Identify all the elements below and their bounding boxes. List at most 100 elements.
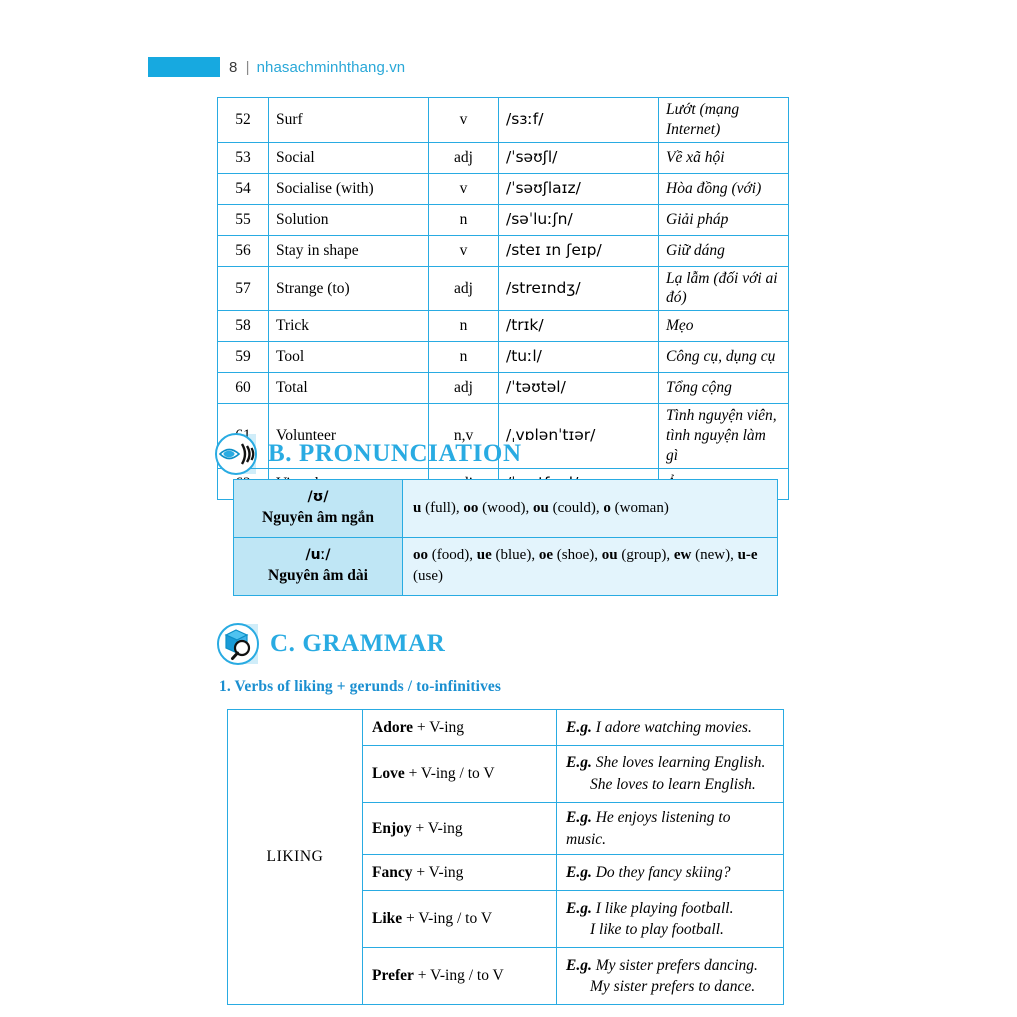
- vocab-pos: n: [428, 341, 499, 374]
- grammar-example-line: E.g. I adore watching movies.: [566, 717, 774, 739]
- grammar-example-line: E.g. She loves learning English.: [566, 752, 774, 774]
- grammar-form: Like + V-ing / to V: [362, 890, 557, 949]
- page-header: 8 | nhasachminhthang.vn: [148, 56, 405, 78]
- pronunciation-label-cell: /ʊ/ Nguyên âm ngắn: [233, 479, 403, 538]
- mouth-soundwave-icon: [214, 432, 258, 476]
- eg-label: E.g.: [566, 718, 592, 736]
- table-row: 59 Tool n /tuːl/ Công cụ, dụng cụ: [217, 341, 789, 374]
- page-number: 8: [229, 58, 238, 76]
- vocabulary-table: 52 Surf v /sɜːf/ Lướt (mạng Internet) 53…: [217, 97, 789, 500]
- eg-text: Do they fancy skiing?: [595, 864, 731, 882]
- phonetic-symbol: /uː/: [305, 546, 331, 563]
- pronunciation-label-cell: /uː/ Nguyên âm dài: [233, 536, 403, 596]
- vocabulary-table-body: 52 Surf v /sɜːf/ Lướt (mạng Internet) 53…: [217, 97, 789, 500]
- grammar-pattern: + V-ing: [415, 819, 463, 837]
- table-row: Prefer + V-ing / to V E.g. My sister pre…: [228, 947, 784, 1006]
- example-letters: ou: [533, 499, 549, 516]
- vocab-number: 57: [217, 265, 269, 312]
- eg-text: He enjoys listening to music.: [566, 809, 731, 848]
- example-letters: oo: [413, 547, 428, 564]
- example-letters: oo: [463, 499, 479, 516]
- vocab-number: 52: [217, 97, 269, 143]
- vocab-word: Surf: [268, 97, 429, 143]
- grammar-example-line: E.g. Do they fancy skiing?: [566, 862, 774, 884]
- pronunciation-table: /ʊ/ Nguyên âm ngắn u (full), oo (wood), …: [233, 479, 778, 596]
- grammar-table-body: LIKING Adore + V-ing E.g. I adore watchi…: [227, 708, 784, 1006]
- grammar-pattern: + V-ing / to V: [408, 765, 495, 782]
- example-letters: u-e: [737, 547, 758, 564]
- example-word: (blue): [495, 547, 532, 564]
- grammar-example-line: E.g. He enjoys listening to music.: [566, 807, 774, 850]
- grammar-form: Love + V-ing / to V: [362, 745, 557, 803]
- example-letters: ew: [673, 547, 692, 564]
- table-row: 54 Socialise (with) v /ˈsəʊʃlaɪz/ Hòa đồ…: [217, 172, 789, 205]
- phonetic-symbol: /ʊ/: [307, 489, 329, 505]
- vocab-number: 60: [217, 372, 269, 405]
- vocab-pos: n: [428, 203, 499, 236]
- vocab-meaning: Hòa đồng (với): [658, 172, 789, 205]
- table-row: Love + V-ing / to V E.g. She loves learn…: [228, 745, 784, 803]
- table-row: 52 Surf v /sɜːf/ Lướt (mạng Internet): [217, 97, 789, 143]
- grammar-form: Prefer + V-ing / to V: [362, 947, 557, 1006]
- grammar-pattern: + V-ing: [416, 718, 464, 736]
- example-letters: ou: [601, 547, 618, 564]
- grammar-example-line: She loves to learn English.: [590, 776, 756, 793]
- vocab-pos: v: [428, 234, 499, 267]
- vocab-pos: adj: [428, 141, 499, 174]
- eg-text: I like playing football.: [595, 899, 734, 917]
- grammar-example: E.g. I adore watching movies.: [556, 709, 784, 746]
- vocab-number: 55: [217, 203, 269, 236]
- grammar-example: E.g. I like playing football. I like to …: [556, 890, 784, 949]
- pronunciation-examples-cell: oo (food), ue (blue), oe (shoe), ou (gro…: [402, 536, 778, 596]
- vocab-ipa: /streɪndʒ/: [498, 265, 659, 312]
- grammar-example: E.g. He enjoys listening to music.: [556, 801, 784, 856]
- site-url: nhasachminhthang.vn: [256, 58, 406, 76]
- book-magnifier-icon: [216, 622, 260, 666]
- example-word: (group): [621, 547, 667, 564]
- grammar-title: C. GRAMMAR: [270, 630, 446, 657]
- vocab-word: Solution: [268, 203, 429, 236]
- example-letters: u: [413, 499, 422, 516]
- vocab-pos: n,v: [428, 403, 499, 469]
- table-row: 60 Total adj /ˈtəʊtəl/ Tổng cộng: [217, 372, 789, 405]
- vocab-number: 58: [217, 310, 269, 343]
- vocab-pos: adj: [428, 372, 499, 405]
- example-word: (wood): [482, 499, 526, 516]
- vocab-word: Socialise (with): [268, 172, 429, 205]
- grammar-section-heading: C. GRAMMAR: [216, 622, 445, 666]
- vocab-word: Social: [268, 141, 429, 174]
- vocab-word: Strange (to): [268, 265, 429, 312]
- vocab-pos: v: [428, 172, 499, 205]
- table-row: /uː/ Nguyên âm dài oo (food), ue (blue),…: [233, 536, 778, 596]
- vocab-number: 56: [217, 234, 269, 267]
- pronunciation-section-heading: B. PRONUNCIATION: [214, 432, 522, 476]
- example-word: (could): [552, 499, 596, 516]
- vocab-word: Trick: [268, 310, 429, 343]
- vocab-number: 59: [217, 341, 269, 374]
- table-row: 58 Trick n /trɪk/ Mẹo: [217, 310, 789, 343]
- vocab-pos: v: [428, 97, 499, 143]
- table-row: LIKING Adore + V-ing E.g. I adore watchi…: [227, 708, 784, 1006]
- vocab-ipa: /ˈsəʊʃlaɪz/: [498, 172, 659, 205]
- eg-text: I adore watching movies.: [595, 718, 752, 736]
- grammar-pattern: + V-ing / to V: [417, 967, 504, 985]
- vocab-ipa: /ˈsəʊʃl/: [498, 141, 659, 174]
- eg-text: My sister prefers dancing.: [595, 956, 758, 974]
- grammar-verb: Fancy: [372, 863, 413, 881]
- grammar-category: LIKING: [227, 708, 363, 1006]
- grammar-verb: Like: [372, 910, 403, 928]
- vocab-pos: n: [428, 310, 499, 343]
- vocab-pos: adj: [428, 265, 499, 312]
- vocab-ipa: /trɪk/: [498, 310, 659, 343]
- example-letters: o: [603, 499, 611, 516]
- eg-label: E.g.: [566, 809, 592, 826]
- vocab-meaning: Công cụ, dụng cụ: [658, 341, 789, 374]
- vocab-meaning-line2: tình nguyện làm gì: [666, 427, 766, 464]
- grammar-form: Adore + V-ing: [362, 709, 557, 746]
- vocab-meaning: Tình nguyện viên, tình nguyện làm gì: [658, 403, 789, 469]
- vocab-meaning: Lạ lẫm (đối với ai đó): [658, 265, 789, 312]
- pronunciation-table-body: /ʊ/ Nguyên âm ngắn u (full), oo (wood), …: [233, 479, 778, 596]
- vocab-word: Tool: [268, 341, 429, 374]
- grammar-example-line: I like to play football.: [590, 921, 724, 939]
- vocab-word: Volunteer: [268, 403, 429, 469]
